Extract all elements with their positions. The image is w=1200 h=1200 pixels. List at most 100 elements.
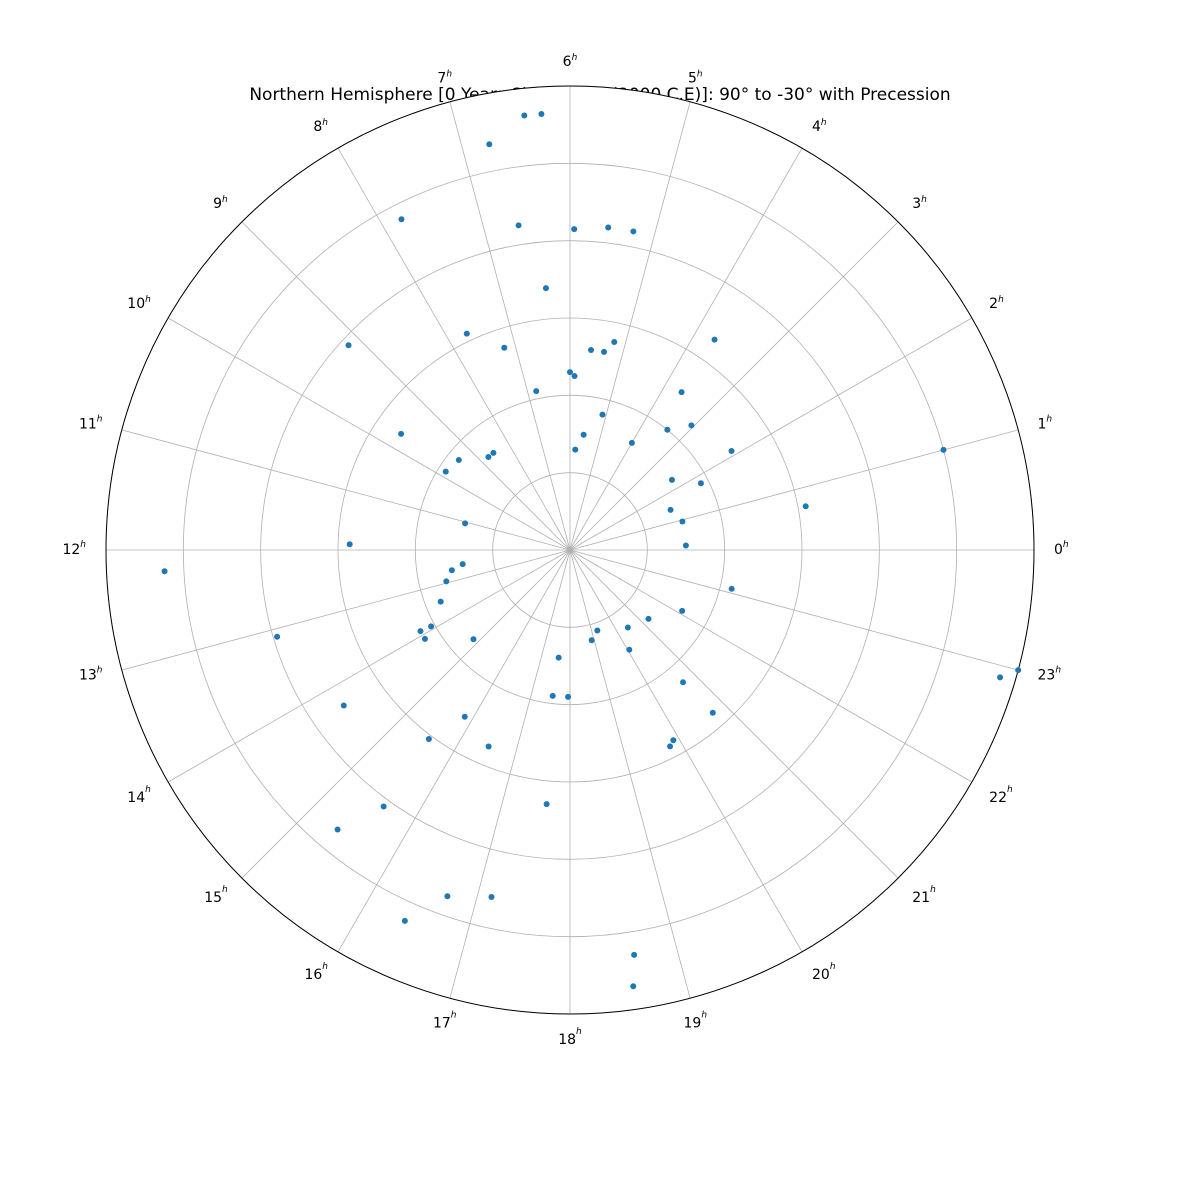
star-point — [625, 624, 631, 630]
star-point — [162, 568, 168, 574]
hour-tick-label: 19h — [683, 1010, 707, 1031]
star-point — [599, 412, 605, 418]
star-point — [335, 826, 341, 832]
hour-tick-label: 12h — [62, 540, 86, 559]
star-point — [444, 893, 450, 899]
hour-tick-label: 23h — [1038, 665, 1062, 684]
star-point — [664, 427, 670, 433]
star-point — [486, 743, 492, 749]
star-point — [490, 450, 496, 456]
star-point — [402, 918, 408, 924]
star-point — [456, 457, 462, 463]
hour-tick-label: 7h — [437, 69, 452, 86]
star-point — [679, 608, 685, 614]
star-point — [679, 518, 685, 524]
star-point — [462, 714, 468, 720]
star-point — [629, 440, 635, 446]
hour-tick-label: 11h — [79, 414, 103, 433]
star-point — [485, 454, 491, 460]
star-point — [464, 331, 470, 337]
star-point — [417, 628, 423, 634]
star-point — [645, 616, 651, 622]
hour-tick-label: 5h — [688, 69, 703, 86]
star-point — [565, 694, 571, 700]
star-point — [486, 141, 492, 147]
star-point — [668, 507, 674, 513]
hour-tick-label: 6h — [563, 53, 578, 70]
star-point — [567, 369, 573, 375]
star-point — [543, 285, 549, 291]
hour-tick-label: 13h — [79, 665, 103, 684]
hour-tick-label: 8h — [313, 118, 328, 135]
star-point — [680, 679, 686, 685]
star-point — [710, 710, 716, 716]
hour-tick-label: 16h — [304, 962, 328, 983]
hour-tick-label: 21h — [912, 885, 936, 906]
star-point — [501, 345, 507, 351]
star-point — [516, 222, 522, 228]
star-point — [470, 636, 476, 642]
hour-tick-label: 9h — [213, 195, 228, 212]
star-point — [347, 541, 353, 547]
hour-tick-label: 18h — [558, 1027, 582, 1048]
star-point — [488, 894, 494, 900]
star-point — [438, 599, 444, 605]
star-point — [538, 111, 544, 117]
star-point — [443, 469, 449, 475]
hour-tick-label: 4h — [812, 118, 827, 135]
polar-star-chart: 0h 1h 2h 3h 4h 5h 6h 7h 8h 9h 10h 11h 12h 13h 14h 15h 16… — [0, 0, 1200, 1200]
star-point — [626, 647, 632, 653]
star-point — [1015, 667, 1021, 673]
star-point — [594, 628, 600, 634]
star-point — [443, 578, 449, 584]
star-point — [940, 447, 946, 453]
star-point — [274, 634, 280, 640]
star-point — [611, 339, 617, 345]
star-point — [630, 228, 636, 234]
star-point — [601, 349, 607, 355]
hour-tick-label: 14h — [127, 785, 151, 806]
hour-tick-label: 1h — [1038, 414, 1053, 433]
star-point — [572, 373, 578, 379]
star-point — [550, 693, 556, 699]
hour-tick-label: 15h — [204, 885, 228, 906]
star-point — [679, 389, 685, 395]
star-point — [346, 342, 352, 348]
hour-tick-label: 22h — [989, 785, 1013, 806]
star-point — [460, 561, 466, 567]
star-point — [667, 743, 673, 749]
star-point — [669, 477, 675, 483]
chart-container: Northern Hemisphere [0 Years Since 2000 … — [0, 0, 1200, 1200]
star-point — [544, 801, 550, 807]
star-point — [589, 637, 595, 643]
star-point — [670, 737, 676, 743]
star-point — [556, 655, 562, 661]
star-point — [521, 112, 527, 118]
star-point — [426, 736, 432, 742]
star-point — [398, 431, 404, 437]
star-point — [683, 542, 689, 548]
hour-tick-label: 10h — [127, 295, 151, 312]
hour-tick-label: 2h — [989, 295, 1004, 312]
star-point — [630, 983, 636, 989]
star-point — [729, 586, 735, 592]
hour-tick-label: 0h — [1054, 540, 1069, 559]
star-point — [712, 337, 718, 343]
star-point — [588, 347, 594, 353]
star-point — [341, 702, 347, 708]
hour-tick-label: 3h — [912, 195, 927, 212]
star-point — [571, 226, 577, 232]
star-point — [462, 520, 468, 526]
star-point — [422, 636, 428, 642]
star-point — [581, 432, 587, 438]
star-point — [997, 674, 1003, 680]
star-point — [533, 388, 539, 394]
star-point — [449, 567, 455, 573]
star-point — [729, 448, 735, 454]
hour-tick-label: 20h — [812, 962, 836, 983]
star-point — [698, 480, 704, 486]
star-point — [428, 623, 434, 629]
star-point — [381, 804, 387, 810]
star-point — [605, 224, 611, 230]
star-point — [572, 447, 578, 453]
